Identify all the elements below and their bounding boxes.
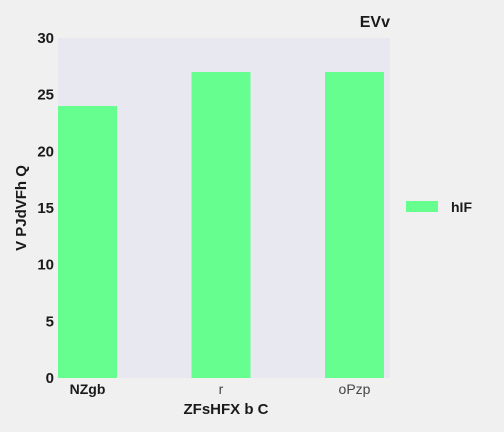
- legend-swatch: [406, 201, 438, 212]
- x-tick-label: NZgb: [70, 381, 106, 397]
- y-tick-label: 20: [37, 143, 54, 160]
- y-axis-label: V PJdVFh Q: [13, 165, 30, 251]
- x-axis-label: ZFsHFX b C: [184, 401, 269, 418]
- y-tick-label: 15: [37, 200, 54, 217]
- y-tick-label: 30: [37, 30, 54, 47]
- y-tick-label: 5: [46, 313, 54, 330]
- bar-r: [191, 72, 251, 378]
- legend-label: hIF: [451, 199, 472, 215]
- legend: hIF: [406, 199, 472, 215]
- bar-oPzp: [325, 72, 384, 378]
- x-tick-label: oPzp: [339, 381, 371, 397]
- y-tick-label: 25: [37, 87, 54, 104]
- x-tick-label: r: [219, 381, 224, 397]
- bar-NZgb: [58, 106, 117, 378]
- chart-title: EVv: [360, 14, 390, 31]
- y-tick-label: 10: [37, 257, 54, 274]
- y-tick-label: 0: [46, 370, 54, 387]
